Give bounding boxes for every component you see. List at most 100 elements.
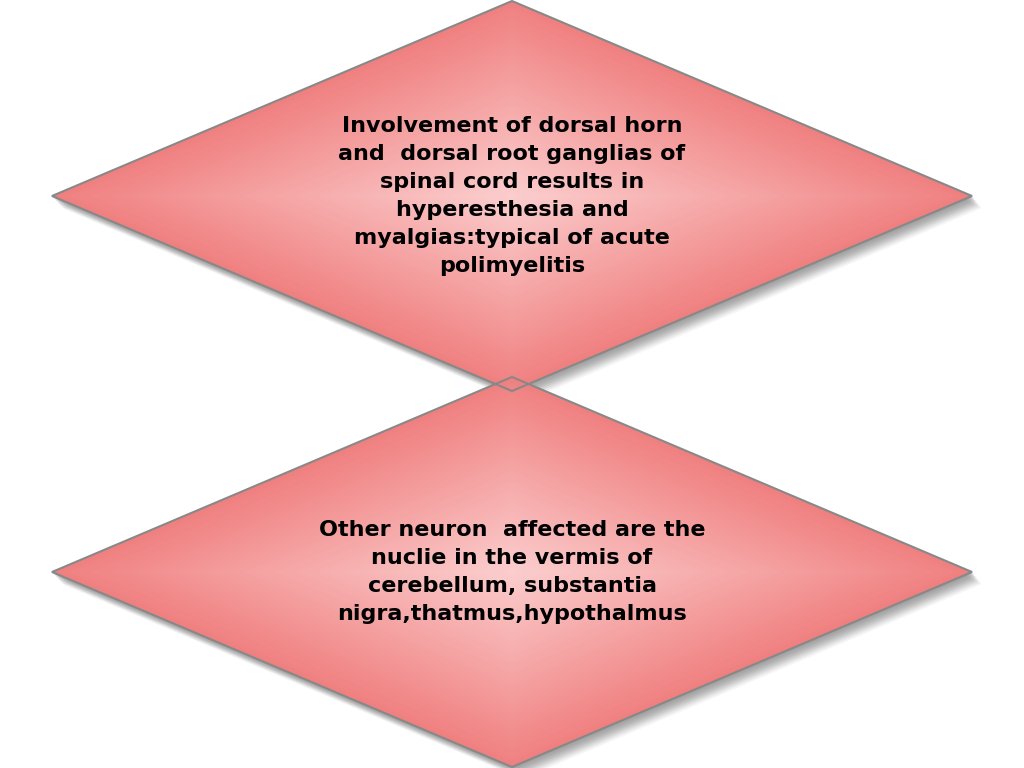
Polygon shape: [420, 533, 604, 611]
Polygon shape: [121, 30, 903, 362]
Polygon shape: [57, 7, 977, 397]
Polygon shape: [206, 442, 818, 702]
Polygon shape: [90, 393, 934, 751]
Polygon shape: [60, 12, 981, 402]
Polygon shape: [55, 5, 976, 396]
Polygon shape: [60, 388, 981, 768]
Polygon shape: [358, 507, 666, 637]
Polygon shape: [98, 396, 926, 747]
Polygon shape: [213, 69, 811, 323]
Polygon shape: [505, 569, 519, 575]
Polygon shape: [90, 17, 934, 375]
Polygon shape: [343, 501, 681, 644]
Polygon shape: [312, 488, 712, 657]
Polygon shape: [182, 56, 842, 336]
Polygon shape: [481, 183, 543, 209]
Polygon shape: [282, 475, 742, 670]
Polygon shape: [98, 21, 926, 372]
Polygon shape: [305, 485, 719, 660]
Polygon shape: [328, 118, 696, 274]
Polygon shape: [443, 543, 581, 601]
Polygon shape: [55, 382, 976, 768]
Polygon shape: [228, 76, 796, 316]
Polygon shape: [129, 34, 895, 359]
Polygon shape: [266, 92, 758, 300]
Text: Involvement of dorsal horn
and  dorsal root ganglias of
spinal cord results in
h: Involvement of dorsal horn and dorsal ro…: [339, 116, 685, 276]
Polygon shape: [114, 403, 910, 741]
Polygon shape: [198, 439, 826, 705]
Polygon shape: [312, 111, 712, 280]
Polygon shape: [105, 24, 919, 368]
Polygon shape: [57, 383, 977, 768]
Polygon shape: [190, 59, 834, 333]
Polygon shape: [443, 167, 581, 225]
Polygon shape: [397, 147, 627, 245]
Polygon shape: [54, 380, 975, 768]
Polygon shape: [62, 13, 982, 403]
Polygon shape: [54, 4, 975, 394]
Polygon shape: [374, 514, 650, 631]
Polygon shape: [466, 177, 558, 216]
Polygon shape: [144, 40, 880, 352]
Polygon shape: [68, 8, 956, 385]
Polygon shape: [136, 37, 888, 356]
Polygon shape: [114, 27, 910, 365]
Polygon shape: [160, 422, 864, 721]
Polygon shape: [343, 124, 681, 267]
Polygon shape: [62, 389, 982, 768]
Polygon shape: [282, 98, 742, 293]
Polygon shape: [58, 385, 978, 768]
Polygon shape: [489, 562, 535, 581]
Polygon shape: [367, 134, 657, 258]
Polygon shape: [213, 445, 811, 699]
Polygon shape: [251, 462, 773, 683]
Polygon shape: [105, 400, 919, 744]
Polygon shape: [351, 504, 673, 641]
Polygon shape: [59, 386, 980, 768]
Polygon shape: [236, 79, 788, 313]
Polygon shape: [413, 154, 611, 238]
Polygon shape: [336, 497, 688, 647]
Polygon shape: [129, 409, 895, 734]
Polygon shape: [505, 193, 519, 199]
Polygon shape: [489, 187, 535, 206]
Polygon shape: [83, 390, 941, 754]
Polygon shape: [474, 556, 550, 588]
Polygon shape: [190, 435, 834, 709]
Polygon shape: [481, 559, 543, 585]
Polygon shape: [220, 449, 804, 696]
Polygon shape: [420, 157, 604, 235]
Polygon shape: [321, 114, 703, 277]
Polygon shape: [459, 174, 565, 219]
Polygon shape: [206, 66, 818, 326]
Polygon shape: [244, 458, 780, 686]
Polygon shape: [167, 50, 857, 343]
Polygon shape: [466, 552, 558, 591]
Polygon shape: [259, 89, 765, 303]
Polygon shape: [53, 379, 973, 768]
Polygon shape: [328, 494, 696, 650]
Polygon shape: [297, 481, 727, 663]
Polygon shape: [459, 549, 565, 594]
Polygon shape: [382, 141, 642, 251]
Polygon shape: [53, 2, 973, 392]
Polygon shape: [182, 432, 842, 712]
Polygon shape: [198, 63, 826, 329]
Polygon shape: [244, 82, 780, 310]
Polygon shape: [160, 47, 864, 346]
Polygon shape: [358, 131, 666, 261]
Polygon shape: [451, 170, 573, 222]
Polygon shape: [236, 455, 788, 689]
Polygon shape: [336, 121, 688, 271]
Polygon shape: [59, 5, 965, 388]
Polygon shape: [274, 472, 750, 673]
Polygon shape: [389, 520, 635, 624]
Polygon shape: [58, 8, 978, 399]
Polygon shape: [497, 190, 527, 203]
Polygon shape: [290, 478, 734, 667]
Polygon shape: [175, 429, 849, 715]
Polygon shape: [121, 406, 903, 738]
Polygon shape: [52, 377, 972, 767]
Polygon shape: [435, 539, 589, 604]
Polygon shape: [397, 523, 627, 621]
